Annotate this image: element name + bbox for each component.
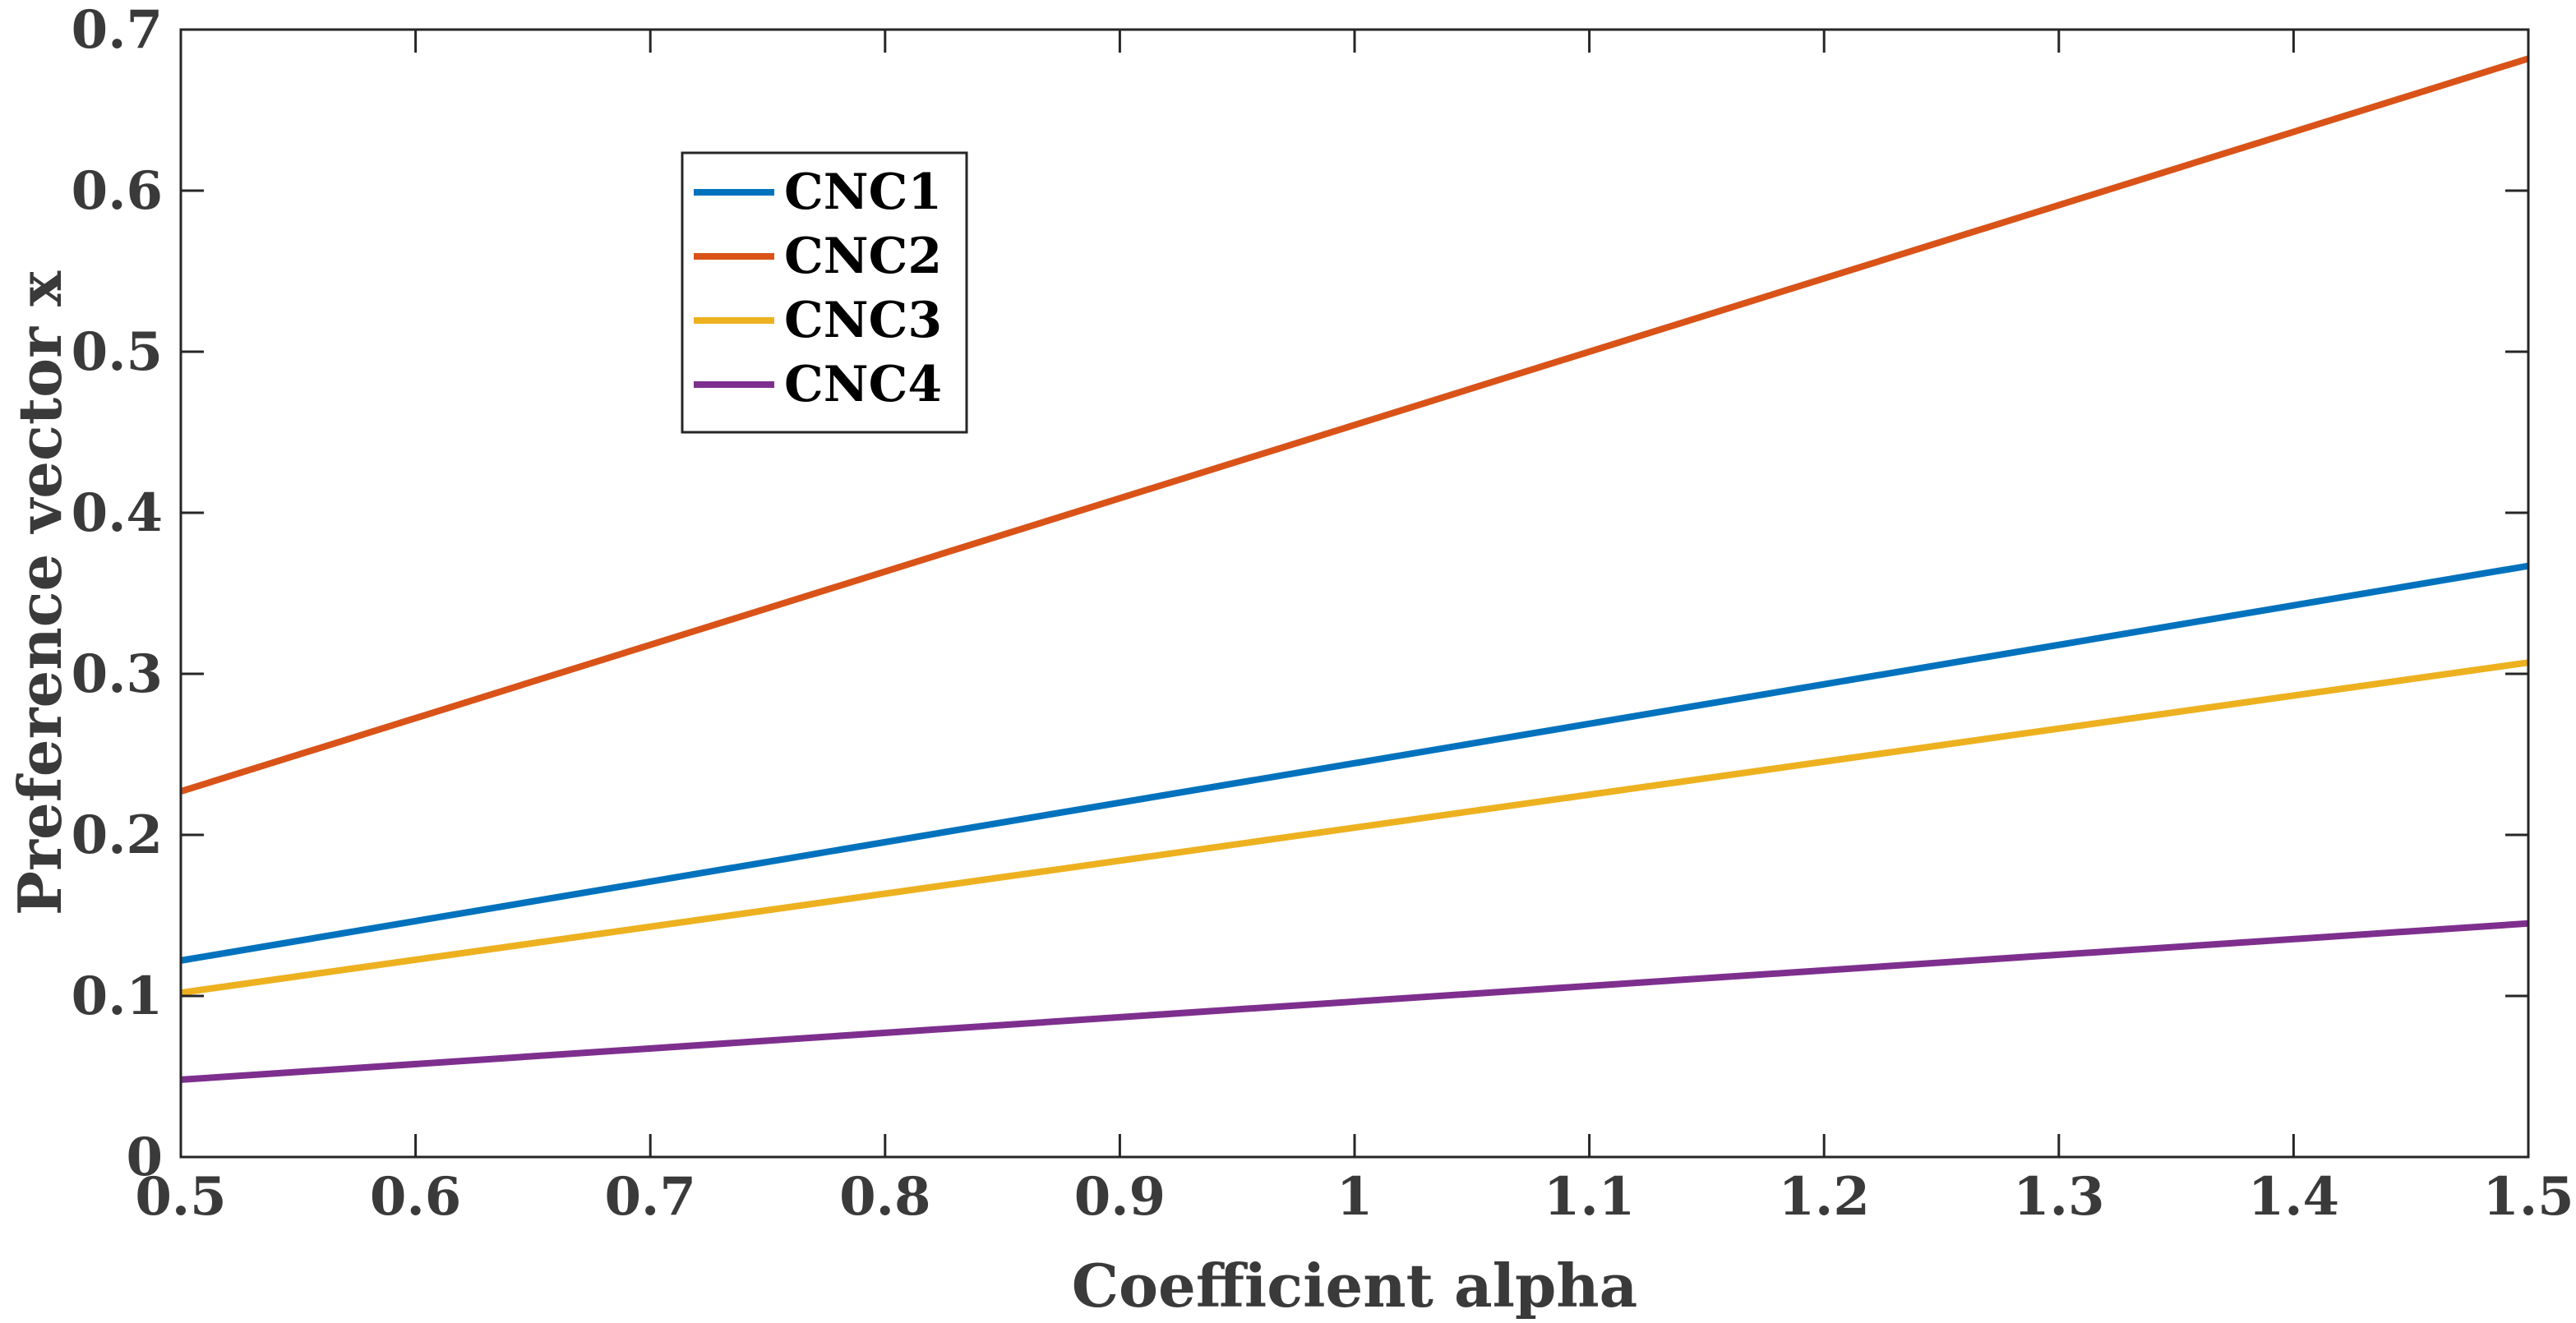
x-tick-label: 1 <box>1336 1166 1373 1228</box>
tick-layer: 0.5 0.6 0.7 0.8 0.9 1 1.1 1.2 1.3 1.4 1.5 0 0.1 0.2 0.… <box>72 0 2574 1228</box>
x-tick-label: 1.4 <box>2248 1166 2339 1228</box>
x-tick-label: 0.6 <box>370 1166 461 1228</box>
legend-label-cnc3: CNC3 <box>784 292 942 349</box>
series-layer <box>179 55 2530 1083</box>
legend: CNC1 CNC2 CNC3 CNC4 <box>681 151 968 434</box>
x-tick-label: 1.1 <box>1544 1166 1635 1228</box>
legend-label-cnc1: CNC1 <box>784 164 942 221</box>
y-tick-label: 0.5 <box>72 321 163 383</box>
x-tick-label: 0.7 <box>605 1166 696 1228</box>
y-tick-label: 0 <box>126 1127 163 1188</box>
x-tick-label: 1.5 <box>2482 1166 2574 1228</box>
y-axis-label: Preference vector x <box>5 270 75 915</box>
series-line-cnc2 <box>179 55 2530 795</box>
x-tick-label: 0.9 <box>1074 1166 1166 1228</box>
legend-label-cnc2: CNC2 <box>784 228 942 285</box>
x-tick-label: 1.2 <box>1779 1166 1870 1228</box>
x-tick-label: 0.5 <box>135 1166 226 1228</box>
y-tick-label: 0.4 <box>72 482 163 544</box>
x-axis-label: Coefficient alpha <box>1072 1251 1638 1321</box>
y-tick-label: 0.7 <box>72 0 163 61</box>
x-tick-label: 1.3 <box>2013 1166 2104 1228</box>
x-tick-label: 0.8 <box>839 1166 930 1228</box>
y-tick-label: 0.6 <box>72 160 163 222</box>
y-tick-label: 0.2 <box>72 804 163 866</box>
series-line-cnc4 <box>180 920 2529 1083</box>
y-tick-label: 0.3 <box>72 643 163 705</box>
y-tick-label: 0.1 <box>72 966 163 1027</box>
legend-label-cnc4: CNC4 <box>784 356 942 413</box>
series-line-cnc1 <box>180 562 2529 964</box>
series-line-cnc3 <box>180 659 2529 997</box>
